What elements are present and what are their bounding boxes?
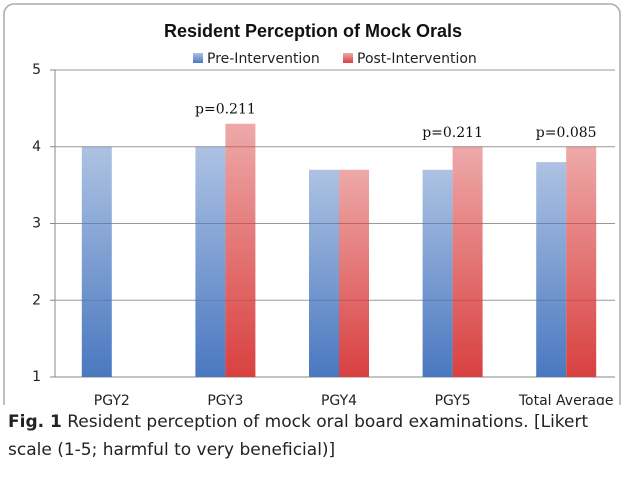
chart-border: [3, 3, 621, 405]
x-tick-label: Total Average: [518, 393, 614, 405]
annotation: p=0.211: [422, 125, 483, 141]
bar: [225, 123, 256, 377]
legend-label: Pre-Intervention: [207, 51, 320, 67]
chart-title: Resident Perception of Mock Orals: [164, 21, 462, 41]
legend-label: Post-Intervention: [357, 51, 477, 67]
y-tick-label: 1: [32, 369, 41, 385]
annotation: p=0.085: [536, 125, 597, 141]
x-tick-label: PGY4: [321, 393, 357, 405]
bar: [566, 146, 597, 377]
y-tick-label: 3: [32, 216, 41, 232]
bar: [81, 146, 112, 377]
annotation: p=0.211: [195, 102, 256, 118]
bar: [422, 169, 453, 377]
y-tick-label: 5: [32, 62, 41, 78]
bar: [309, 169, 339, 377]
bar: [339, 169, 369, 377]
bar: [195, 146, 226, 377]
y-tick-label: 2: [32, 292, 41, 308]
y-tick-label: 4: [32, 139, 41, 155]
bar: [452, 146, 483, 377]
bar: [536, 162, 567, 377]
legend-swatch: [343, 53, 353, 63]
caption-text: Resident perception of mock oral board e…: [8, 412, 589, 460]
x-tick-label: PGY5: [435, 393, 471, 405]
caption: Fig. 1 Resident perception of mock oral …: [8, 408, 620, 464]
x-tick-label: PGY2: [94, 393, 130, 405]
caption-label: Fig. 1: [8, 412, 62, 432]
x-tick-label: PGY3: [207, 393, 243, 405]
chart: Resident Perception of Mock Orals 1 2 3 4 5 P…: [3, 3, 621, 405]
legend-swatch: [193, 53, 203, 63]
